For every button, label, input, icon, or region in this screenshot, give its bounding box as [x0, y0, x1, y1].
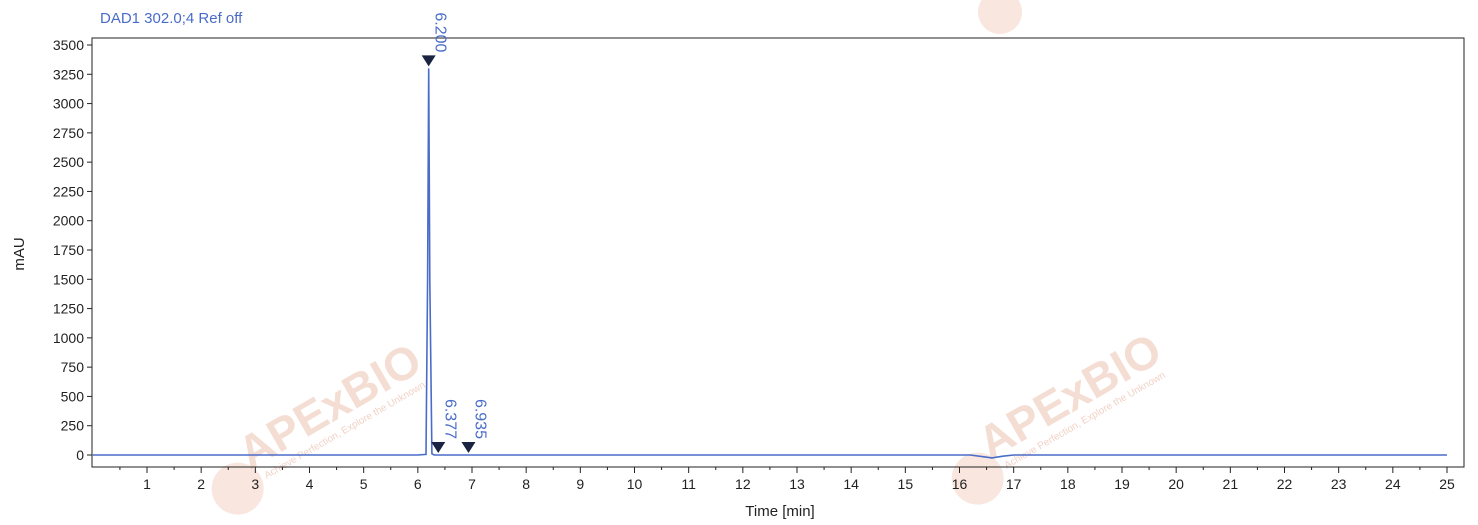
y-tick-label: 1250 — [53, 301, 84, 317]
x-tick-label: 5 — [360, 476, 368, 492]
y-tick-label: 2750 — [53, 125, 84, 141]
x-tick-label: 25 — [1439, 476, 1455, 492]
x-tick-label: 2 — [197, 476, 205, 492]
watermark-brand: APExBIO — [229, 333, 430, 479]
x-tick-label: 16 — [952, 476, 968, 492]
x-tick-label: 7 — [468, 476, 476, 492]
y-tick-label: 750 — [61, 359, 85, 375]
x-axis-title: Time [min] — [745, 503, 814, 520]
x-tick-label: 20 — [1168, 476, 1184, 492]
x-tick-label: 17 — [1006, 476, 1022, 492]
x-tick-label: 13 — [789, 476, 805, 492]
x-tick-label: 4 — [306, 476, 314, 492]
trace-layer — [92, 68, 1447, 459]
x-tick-label: 8 — [522, 476, 530, 492]
watermark-top — [978, 0, 1022, 34]
x-tick-label: 22 — [1277, 476, 1293, 492]
y-tick-label: 3250 — [53, 66, 84, 82]
x-tick-label: 6 — [414, 476, 422, 492]
peak-marker — [431, 442, 446, 453]
x-tick-label: 9 — [576, 476, 584, 492]
y-tick-label: 0 — [76, 447, 84, 463]
x-tick-label: 12 — [735, 476, 751, 492]
x-tick-label: 19 — [1114, 476, 1130, 492]
y-tick-label: 1000 — [53, 330, 84, 346]
y-tick-label: 2000 — [53, 213, 84, 229]
peak-label: 6.200 — [432, 12, 449, 52]
y-axis: 0 250 500 750 1000 1250 1500 1750 2000 2250 2500 27… — [53, 37, 92, 463]
y-tick-label: 1500 — [53, 271, 84, 287]
watermark-seal — [211, 462, 264, 515]
x-tick-label: 3 — [251, 476, 259, 492]
y-tick-label: 1750 — [53, 242, 84, 258]
x-tick-label: 18 — [1060, 476, 1076, 492]
watermark-left: APExBIO Achieve Perfection, Explore the … — [211, 333, 430, 515]
y-tick-label: 250 — [61, 418, 85, 434]
signal-trace — [92, 68, 1447, 459]
peak-label: 6.377 — [441, 399, 458, 439]
x-tick-label: 11 — [681, 476, 696, 492]
plot-frame — [91, 37, 1465, 468]
watermark-seal — [978, 0, 1022, 34]
x-tick-label: 14 — [843, 476, 859, 492]
x-tick-label: 10 — [627, 476, 643, 492]
y-tick-label: 500 — [61, 388, 85, 404]
peak-label: 6.935 — [471, 399, 488, 439]
x-tick-label: 24 — [1385, 476, 1401, 492]
x-tick-label: 21 — [1223, 476, 1239, 492]
peak-marker — [421, 55, 436, 67]
y-axis-title: mAU — [11, 237, 28, 270]
y-tick-label: 2500 — [53, 154, 84, 170]
x-tick-label: 1 — [143, 476, 151, 492]
watermark-brand: APExBIO — [969, 323, 1170, 469]
peak-markers: 6.200 6.377 6.935 — [421, 12, 488, 453]
signal-title: DAD1 302.0;4 Ref off — [100, 10, 243, 27]
peak-marker — [461, 442, 476, 453]
x-tick-label: 23 — [1331, 476, 1347, 492]
watermark-seal — [951, 452, 1004, 505]
x-tick-label: 15 — [898, 476, 914, 492]
y-tick-label: 2250 — [53, 183, 84, 199]
y-tick-label: 3500 — [53, 37, 84, 53]
x-axis: 1 2 3 4 5 6 7 8 9 10 11 12 13 14 15 16 17 18 19 20 21 22 23 24 2… — [119, 467, 1455, 492]
y-tick-label: 3000 — [53, 96, 84, 112]
